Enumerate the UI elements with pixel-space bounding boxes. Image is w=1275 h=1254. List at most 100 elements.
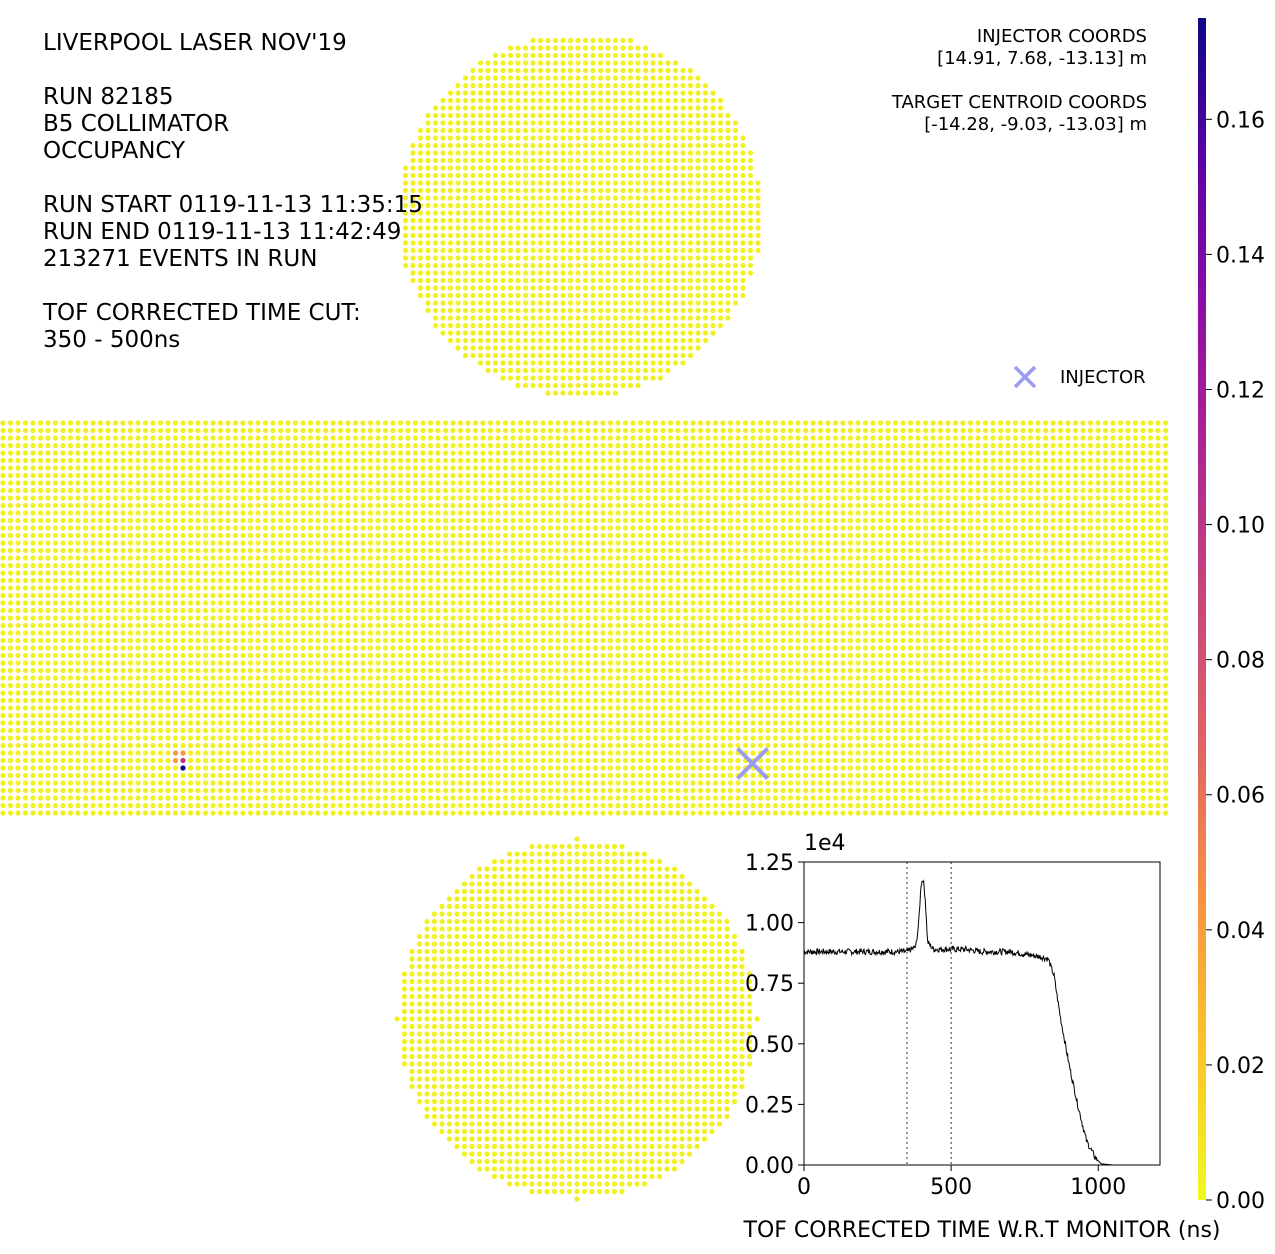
pmt-dot [750,457,756,464]
pmt-dot [1110,510,1116,516]
pmt-dot [915,592,921,599]
pmt-dot [667,472,674,479]
pmt-dot [832,577,839,584]
pmt-dot [367,435,374,441]
pmt-dot [322,525,329,531]
pmt-dot [817,615,824,621]
pmt-dot [570,525,576,531]
pmt-dot [810,562,816,569]
pmt-dot [592,592,599,599]
pmt-dot [960,600,966,606]
pmt-dot [1162,450,1169,456]
pmt-dot [240,540,246,546]
pmt-dot [330,525,336,531]
pmt-dot [750,562,756,569]
pmt-dot [1102,487,1109,494]
pmt-dot [720,442,726,449]
pmt-dot [555,622,561,629]
pmt-dot [675,510,681,516]
pmt-dot [870,570,876,576]
pmt-dot [1140,525,1146,531]
pmt-dot [937,457,944,464]
pmt-dot [802,637,809,644]
pmt-dot [930,547,936,554]
pmt-dot [847,645,854,651]
pmt-dot [442,645,449,651]
pmt-dot [22,637,29,644]
pmt-dot [1140,615,1146,621]
pmt-dot [82,600,89,606]
pmt-dot [712,457,719,464]
pmt-dot [360,592,366,599]
pmt-dot [982,607,989,614]
pmt-dot [457,420,464,426]
pmt-dot [30,420,36,426]
pmt-dot [495,480,501,486]
pmt-dot [555,577,561,584]
pmt-dot [82,540,89,546]
pmt-dot [997,427,1004,434]
pmt-dot [255,652,261,659]
pmt-dot [375,495,381,501]
pmt-dot [585,630,591,636]
pmt-dot [952,607,959,614]
pmt-dot [337,532,344,539]
pmt-dot [382,450,389,456]
pmt-dot [870,577,876,584]
pmt-dot [52,472,59,479]
pmt-dot [870,502,876,509]
pmt-dot [37,540,44,546]
pmt-dot [1155,420,1161,426]
pmt-dot [525,630,531,636]
pmt-dot [240,645,246,651]
pmt-dot [67,547,74,554]
pmt-dot [577,555,584,561]
pmt-dot [495,517,501,524]
pmt-dot [682,637,689,644]
pmt-dot [210,457,216,464]
pmt-dot [637,517,644,524]
pmt-dot [345,577,351,584]
pmt-dot [1050,547,1056,554]
pmt-dot [637,577,644,584]
pmt-dot [517,472,524,479]
pmt-dot [795,420,801,426]
pmt-dot [915,465,921,471]
pmt-dot [1042,450,1049,456]
pmt-dot [247,600,254,606]
pmt-dot [187,540,194,546]
pmt-dot [435,637,441,644]
pmt-dot [1080,562,1086,569]
pmt-dot [937,652,944,659]
pmt-dot [195,510,201,516]
pmt-dot [712,600,719,606]
pmt-dot [525,435,531,441]
pmt-dot [607,495,614,501]
pmt-dot [480,420,486,426]
pmt-dot [165,637,171,644]
pmt-dot [1140,600,1146,606]
pmt-dot [555,487,561,494]
pmt-dot [855,525,861,531]
pmt-dot [930,472,936,479]
pmt-dot [780,547,786,554]
pmt-dot [1132,510,1139,516]
pmt-dot [240,577,246,584]
pmt-dot [600,472,606,479]
pmt-dot [577,577,584,584]
pmt-dot [1125,652,1131,659]
pmt-dot [652,457,659,464]
pmt-dot [682,420,689,426]
pmt-dot [382,622,389,629]
pmt-dot [465,525,471,531]
pmt-dot [127,480,134,486]
pmt-dot [1012,645,1019,651]
pmt-dot [577,630,584,636]
pmt-dot [1057,532,1064,539]
pmt-dot [502,480,509,486]
pmt-dot [772,645,779,651]
pmt-dot [637,427,644,434]
pmt-dot [15,630,21,636]
pmt-dot [187,420,194,426]
pmt-dot [217,487,224,494]
